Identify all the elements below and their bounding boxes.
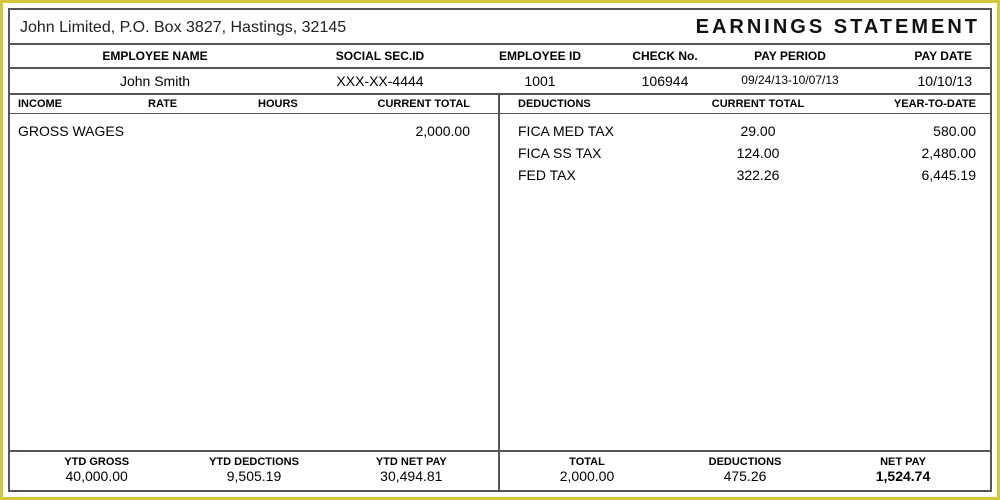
ytd-deductions-cell: YTD DEDCTIONS 9,505.19	[175, 456, 332, 484]
employee-header-row: EMPLOYEE NAME SOCIAL SEC.ID EMPLOYEE ID …	[10, 45, 990, 69]
col-header-period: PAY PERIOD	[720, 49, 860, 63]
col-header-name: EMPLOYEE NAME	[20, 49, 290, 63]
deduction-name: FED TAX	[508, 167, 678, 183]
ytd-netpay-label: YTD NET PAY	[333, 456, 490, 468]
total-value: 2,000.00	[508, 468, 666, 484]
ytd-deductions-label: YTD DEDCTIONS	[175, 456, 332, 468]
paystub-outer: John Limited, P.O. Box 3827, Hastings, 3…	[0, 0, 1000, 500]
deductions-value: 475.26	[666, 468, 824, 484]
netpay-label: NET PAY	[824, 456, 982, 468]
ytd-deductions-value: 9,505.19	[175, 468, 332, 484]
employee-values-row: John Smith XXX-XX-4444 1001 106944 09/24…	[10, 69, 990, 95]
col-header-ssn: SOCIAL SEC.ID	[290, 49, 470, 63]
header-row: John Limited, P.O. Box 3827, Hastings, 3…	[10, 10, 990, 45]
income-hours	[258, 123, 358, 139]
check-number: 106944	[610, 73, 720, 89]
ytd-gross-cell: YTD GROSS 40,000.00	[18, 456, 175, 484]
footer-row: YTD GROSS 40,000.00 YTD DEDCTIONS 9,505.…	[10, 452, 990, 490]
income-row: GROSS WAGES 2,000.00	[18, 120, 490, 142]
netpay-cell: NET PAY 1,524.74	[824, 456, 982, 484]
col-header-eid: EMPLOYEE ID	[470, 49, 610, 63]
deductions-cell: DEDUCTIONS 475.26	[666, 456, 824, 484]
netpay-value: 1,524.74	[824, 468, 982, 484]
deduction-name: FICA MED TAX	[508, 123, 678, 139]
deduction-ytd: 6,445.19	[838, 167, 982, 183]
ytd-netpay-cell: YTD NET PAY 30,494.81	[333, 456, 490, 484]
deduction-current: 124.00	[678, 145, 838, 161]
employee-ssn: XXX-XX-4444	[290, 73, 470, 89]
company-address: John Limited, P.O. Box 3827, Hastings, 3…	[20, 19, 346, 37]
income-header-income: INCOME	[18, 98, 148, 110]
income-header-rate: RATE	[148, 98, 258, 110]
paystub-inner: John Limited, P.O. Box 3827, Hastings, 3…	[8, 8, 992, 492]
pay-period: 09/24/13-10/07/13	[720, 73, 860, 89]
income-header-row: INCOME RATE HOURS CURRENT TOTAL	[10, 95, 498, 114]
total-label: TOTAL	[508, 456, 666, 468]
deduction-ytd: 2,480.00	[838, 145, 982, 161]
col-header-check: CHECK No.	[610, 49, 720, 63]
ytd-gross-label: YTD GROSS	[18, 456, 175, 468]
income-rate	[148, 123, 258, 139]
deduction-row: FED TAX 322.26 6,445.19	[508, 164, 982, 186]
deductions-header-row: DEDUCTIONS CURRENT TOTAL YEAR-TO-DATE	[500, 95, 990, 114]
income-header-current: CURRENT TOTAL	[358, 98, 490, 110]
deductions-header-current: CURRENT TOTAL	[678, 98, 838, 110]
col-header-date: PAY DATE	[860, 49, 980, 63]
employee-name: John Smith	[20, 73, 290, 89]
deductions-pane: DEDUCTIONS CURRENT TOTAL YEAR-TO-DATE FI…	[500, 95, 990, 450]
footer-right: TOTAL 2,000.00 DEDUCTIONS 475.26 NET PAY…	[500, 452, 990, 490]
deductions-body: FICA MED TAX 29.00 580.00 FICA SS TAX 12…	[500, 114, 990, 450]
deductions-header-ytd: YEAR-TO-DATE	[838, 98, 982, 110]
deductions-header-name: DEDUCTIONS	[508, 98, 678, 110]
deduction-row: FICA SS TAX 124.00 2,480.00	[508, 142, 982, 164]
deduction-current: 322.26	[678, 167, 838, 183]
pay-date: 10/10/13	[860, 73, 980, 89]
income-name: GROSS WAGES	[18, 123, 148, 139]
income-body: GROSS WAGES 2,000.00	[10, 114, 498, 450]
deduction-name: FICA SS TAX	[508, 145, 678, 161]
deductions-label: DEDUCTIONS	[666, 456, 824, 468]
income-header-hours: HOURS	[258, 98, 358, 110]
total-cell: TOTAL 2,000.00	[508, 456, 666, 484]
document-title: EARNINGS STATEMENT	[696, 16, 980, 39]
deduction-current: 29.00	[678, 123, 838, 139]
income-pane: INCOME RATE HOURS CURRENT TOTAL GROSS WA…	[10, 95, 500, 450]
footer-left: YTD GROSS 40,000.00 YTD DEDCTIONS 9,505.…	[10, 452, 500, 490]
employee-id: 1001	[470, 73, 610, 89]
body-area: INCOME RATE HOURS CURRENT TOTAL GROSS WA…	[10, 95, 990, 452]
deduction-ytd: 580.00	[838, 123, 982, 139]
deduction-row: FICA MED TAX 29.00 580.00	[508, 120, 982, 142]
income-current: 2,000.00	[358, 123, 490, 139]
ytd-gross-value: 40,000.00	[18, 468, 175, 484]
ytd-netpay-value: 30,494.81	[333, 468, 490, 484]
